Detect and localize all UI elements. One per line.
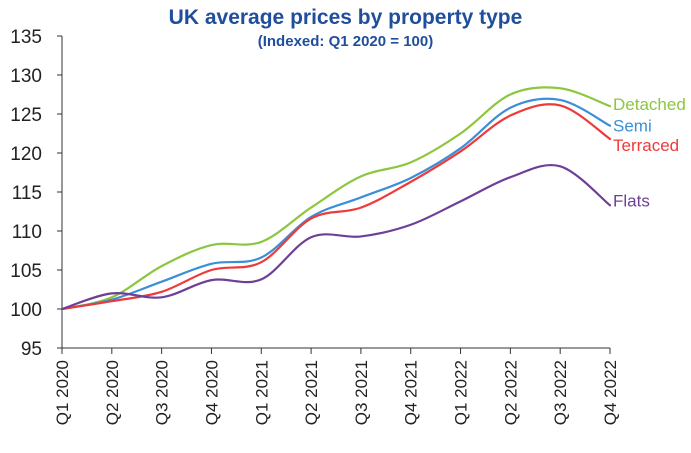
series-lines [60, 86, 612, 311]
series-label-semi: Semi [613, 117, 652, 136]
series-label-flats: Flats [613, 191, 650, 210]
x-tick-label: Q3 2020 [153, 360, 172, 425]
series-label-detached: Detached [613, 95, 686, 114]
x-tick-label: Q3 2022 [551, 360, 570, 425]
y-tick-label: 135 [10, 27, 42, 48]
x-tick-label: Q4 2021 [402, 360, 421, 425]
y-tick-label: 95 [21, 339, 42, 360]
y-tick-label: 105 [10, 261, 42, 282]
y-tick-label: 110 [12, 222, 42, 243]
x-tick-label: Q4 2020 [202, 360, 221, 425]
y-tick-label: 130 [10, 66, 42, 87]
chart-subtitle: (Indexed: Q1 2020 = 100) [257, 33, 434, 50]
x-tick-label: Q1 2021 [252, 360, 271, 425]
x-tick-label: Q4 2022 [601, 360, 620, 425]
y-tick-label: 120 [10, 144, 42, 165]
series-line-terraced [60, 103, 612, 311]
x-tick-label: Q1 2022 [452, 360, 471, 425]
series-line-detached [60, 86, 612, 311]
x-tick-label: Q1 2020 [53, 360, 72, 425]
series-line-semi [60, 97, 612, 311]
y-tick-label: 125 [10, 105, 42, 126]
x-tick-label: Q2 2021 [302, 360, 321, 425]
series-label-terraced: Terraced [613, 136, 679, 155]
series-line-flats [60, 164, 612, 311]
chart-title: UK average prices by property type [168, 6, 523, 29]
y-axis: 95 100 105 110 115 120 125 130 135 [10, 27, 63, 360]
x-tick-label: Q2 2020 [103, 360, 122, 425]
y-tick-label: 100 [10, 300, 42, 321]
x-tick-label: Q2 2022 [501, 360, 520, 425]
y-tick-label: 115 [12, 183, 42, 204]
x-tick-label: Q3 2021 [352, 360, 371, 425]
x-axis: Q1 2020 Q2 2020 Q3 2020 Q4 2020 Q1 2021 Q2 20… [53, 347, 620, 425]
